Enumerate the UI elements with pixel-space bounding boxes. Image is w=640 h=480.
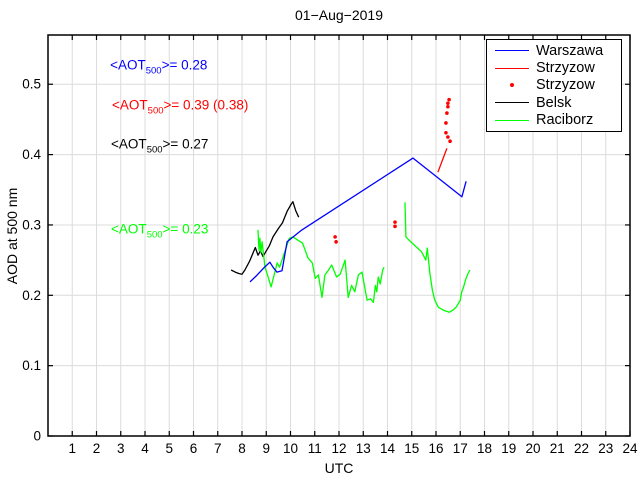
y-axis-label: AOD at 500 nm [4, 188, 20, 285]
legend-entry-warszawa-0: Warszawa [495, 42, 621, 59]
x-tick-label: 13 [356, 441, 371, 456]
legend-marker-shape [495, 102, 529, 104]
y-tick-label: 0.4 [22, 147, 41, 162]
scatter-point-strzyzow [446, 101, 450, 106]
tick-marks [48, 35, 631, 437]
scatter-point-strzyzow [445, 111, 449, 115]
legend-label: Strzyzow [536, 60, 595, 77]
aot-annotation-raciborz: <AOT500>= 0.23 [111, 222, 208, 241]
scatter-point-strzyzow [393, 220, 397, 224]
annotation-text: <AOT [111, 136, 147, 152]
x-tick-label: 17 [453, 441, 468, 456]
x-tick-label: 23 [598, 441, 613, 456]
legend-marker-shape [495, 67, 529, 69]
x-tick-label: 3 [117, 441, 125, 456]
legend-entry-strzyzow-1: Strzyzow [495, 60, 621, 77]
x-tick-label: 6 [190, 441, 198, 456]
legend-line-marker [495, 67, 529, 69]
data-series [230, 97, 471, 313]
x-tick-label: 1 [68, 441, 76, 456]
annotation-text: <AOT [110, 58, 146, 74]
x-tick-label: 16 [428, 441, 443, 456]
scatter-point-strzyzow [444, 130, 448, 135]
x-tick-label: 22 [574, 441, 589, 456]
annotation-value: >= 0.28 [161, 58, 208, 74]
scatter-point-strzyzow [334, 240, 338, 244]
line-series-raciborz [404, 202, 471, 313]
x-tick-label: 21 [550, 441, 565, 456]
scatter-point-strzyzow [446, 135, 450, 139]
annotation-value: >= 0.39 (0.38) [163, 97, 249, 113]
x-tick-label: 19 [501, 441, 516, 456]
aot-annotation-strzyzow: <AOT500>= 0.39 (0.38) [112, 97, 248, 116]
legend-entry-raciborz-4: Raciborz [495, 112, 621, 129]
legend-label: Raciborz [536, 112, 594, 129]
scatter-point-strzyzow [446, 104, 450, 109]
x-tick-label: 4 [141, 441, 149, 456]
x-tick-label: 15 [404, 441, 419, 456]
annotation-subscript: 500 [146, 229, 163, 241]
y-tick-label: 0.3 [22, 217, 41, 232]
scatter-point-strzyzow [333, 235, 337, 239]
legend-dot-marker [495, 83, 529, 88]
line-series-raciborz [257, 229, 385, 303]
tick-labels: 1 2 3 4 5 6 7 8 9 10 11 12 13 14 15 16 17 18 19 20 21 22 23 240… [22, 77, 638, 456]
aot-annotation-warszawa: <AOT500>= 0.28 [110, 58, 207, 77]
line-series-strzyzow [437, 148, 448, 173]
x-tick-label: 2 [93, 441, 101, 456]
x-tick-label: 24 [622, 441, 638, 456]
legend-label: Strzyzow [536, 77, 595, 94]
aot-annotation-belsk: <AOT500>= 0.27 [111, 137, 208, 156]
y-tick-label: 0.2 [22, 288, 41, 303]
x-tick-label: 20 [525, 441, 540, 456]
x-tick-label: 18 [477, 441, 492, 456]
chart-title: 01−Aug−2019 [295, 7, 383, 23]
legend-label: Belsk [536, 94, 572, 111]
x-tick-label: 14 [380, 441, 396, 456]
x-tick-label: 8 [238, 441, 246, 456]
legend: Warszawa Strzyzow Strzyzow Belsk Raciborz [486, 39, 622, 132]
x-tick-label: 12 [331, 441, 346, 456]
x-tick-label: 11 [308, 441, 322, 456]
scatter-point-strzyzow [448, 139, 452, 144]
x-tick-label: 5 [165, 441, 173, 456]
x-tick-label: 9 [262, 441, 270, 456]
legend-line-marker [495, 102, 529, 104]
x-axis-label: UTC [325, 460, 354, 476]
line-series-warszawa [249, 157, 467, 283]
scatter-point-strzyzow [447, 97, 451, 102]
annotation-value: >= 0.23 [162, 221, 209, 237]
y-tick-label: 0.1 [22, 358, 41, 373]
annotation-subscript: 500 [145, 65, 162, 77]
legend-line-marker [495, 50, 529, 52]
legend-entry-strzyzow-2: Strzyzow [495, 77, 621, 94]
annotation-subscript: 500 [146, 144, 163, 156]
legend-label: Warszawa [536, 42, 604, 59]
legend-entry-belsk-3: Belsk [495, 94, 621, 111]
annotation-value: >= 0.27 [162, 136, 209, 152]
annotation-subscript: 500 [147, 105, 164, 117]
legend-marker-shape [495, 50, 529, 52]
x-tick-label: 7 [214, 441, 222, 456]
scatter-point-strzyzow [393, 224, 397, 229]
line-series-belsk [230, 201, 300, 275]
legend-marker-shape [510, 83, 514, 88]
scatter-point-strzyzow [444, 121, 448, 125]
x-tick-label: 10 [283, 441, 298, 456]
legend-marker-shape [495, 119, 529, 121]
y-tick-label: 0 [33, 429, 41, 444]
y-tick-label: 0.5 [22, 77, 41, 92]
annotation-text: <AOT [112, 97, 148, 113]
legend-line-marker [495, 119, 529, 121]
annotation-text: <AOT [111, 221, 147, 237]
